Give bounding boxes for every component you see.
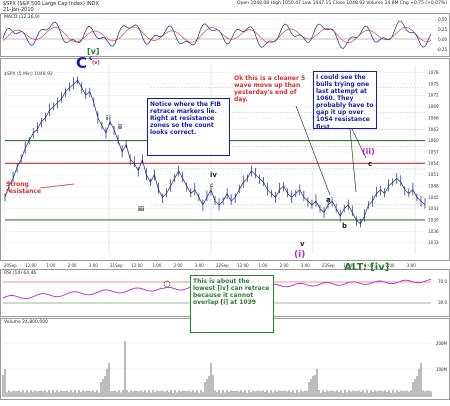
y-tick-label: 1036 [428,229,439,234]
price-chart: 1078 1075 1072 1069 1066 1063 1060 1057 1054 1051… [4,65,439,254]
wave-label-b: b [342,222,348,230]
x-tick-label: 3:00 [89,263,98,268]
x-tick-label: 3:00 [407,263,416,268]
y-tick-label: 1054 [428,161,439,166]
macd-level-4: -0.25 [436,47,447,52]
wave-label-c-sub: c [89,55,93,62]
y-tick-label: 1066 [428,115,439,120]
x-tick-label: 2:00 [386,263,395,268]
x-tick-label: 2:00 [280,263,289,268]
x-tick-label: 22Sep [216,263,229,268]
bulls-annotation: I could see the bulls trying one last at… [313,71,377,131]
wave-label-c-right: c [368,160,373,168]
macd-level-2: 0.25 [438,27,447,32]
wave-label-ii-paren: (ii) [362,147,375,156]
vol-level-200: 200M [435,341,447,346]
wave-label-i-paren: (i) [294,250,306,260]
rsi-legend: RSI (14) 64.46 [4,271,37,276]
macd-level-3: 0.00 [438,37,447,42]
wave-label-big-c: C [76,54,88,72]
strong-resistance-label: Strong resistance [6,181,42,196]
x-tick-label: 1:00 [152,263,161,268]
x-tick-label: 1:00 [46,263,55,268]
five-wave-annotation: Ok this is a cleaner 5 wave move up than… [233,74,311,106]
date-line: 21-Jan-2010 [3,7,34,13]
macd-line [2,20,432,50]
wave-label-c-red: c [210,182,214,189]
wave-label-iv: iv [210,171,217,179]
y-tick-label: 1051 [428,172,439,177]
x-tick-label: 3:00 [301,263,310,268]
x-tick-label: 23Sep [322,263,335,268]
wave-label-iii: iii [138,206,145,213]
x-axis: 20Sep 12:00 1:00 2:00 3:00 21Sep 12:00 1:00 2:00… [4,263,416,268]
x-tick-label: 12:00 [25,263,37,268]
x-tick-label: 1:00 [364,263,373,268]
x-tick-label: 12:00 [237,263,249,268]
y-tick-label: 1042 [428,206,439,211]
wave-label-ii: ii [118,124,123,131]
x-tick-label: 1:00 [258,263,267,268]
fib-annotation: Notice where the FIB retrace markers lie… [147,98,230,156]
y-tick-label: 1033 [428,240,439,245]
right-readout: Open 1048.08 High 1050.47 Low 1047.15 Cl… [237,1,447,6]
x-tick-label: 20Sep [4,263,17,268]
y-tick-label: 1060 [428,138,439,143]
rsi-highlight-circle [163,280,171,288]
volume-panel: Volume 24,800,000 200M 100M [0,318,450,400]
x-tick-label: 12:00 [131,263,143,268]
x-tick-label: 2:00 [174,263,183,268]
rsi-level-30: 30.0 [438,300,447,305]
macd-signal-line [2,26,432,44]
vol-level-100: 100M [435,367,447,372]
price-series [4,79,426,225]
symbol-line: $SPX (S&P 500 Large Cap Index) INDX [3,1,99,7]
macd-chart [2,18,432,50]
y-tick-label: 1063 [428,127,439,132]
wave-label-v-lower: v [300,240,305,248]
wave-label-v-bracket: [v] [87,47,100,56]
x-tick-label: 3:00 [195,263,204,268]
volume-legend: Volume 24,800,000 [4,320,48,325]
y-tick-label: 1069 [428,104,439,109]
price-panel: 1078 1075 1072 1069 1066 1063 1060 1057 1054 1051… [0,58,450,261]
x-tick-label: 12:00 [343,263,355,268]
price-legend: $SPX (5 Min) 1048.92 [4,72,53,77]
volume-chart [2,341,432,397]
y-tick-label: 1072 [428,93,439,98]
wave-label-a: a [326,196,331,204]
x-tick-label: 21Sep [110,263,123,268]
macd-level-1: 0.50 [438,17,447,22]
macd-panel: MACD (12,26,9) 0.50 0.25 0.00 -0.25 [0,13,450,57]
y-tick-label: 1039 [428,217,439,222]
x-tick-label: 2:00 [68,263,77,268]
rsi-level-70: 70.0 [438,279,447,284]
y-tick-label: 1048 [428,183,439,188]
y-tick-label: 1057 [428,149,439,154]
lowest-iv-annotation: This is about the lowest [iv] can retrac… [190,275,274,333]
wave-label-i: i [106,115,109,122]
wave-label-alt: ALT: [iv] [344,262,390,273]
wave-label-v-paren: (v) [92,60,100,66]
y-tick-label: 1045 [428,195,439,200]
y-tick-label: 1075 [428,81,439,86]
y-tick-label: 1078 [428,70,439,75]
macd-title: MACD (12,26,9) [4,15,40,20]
